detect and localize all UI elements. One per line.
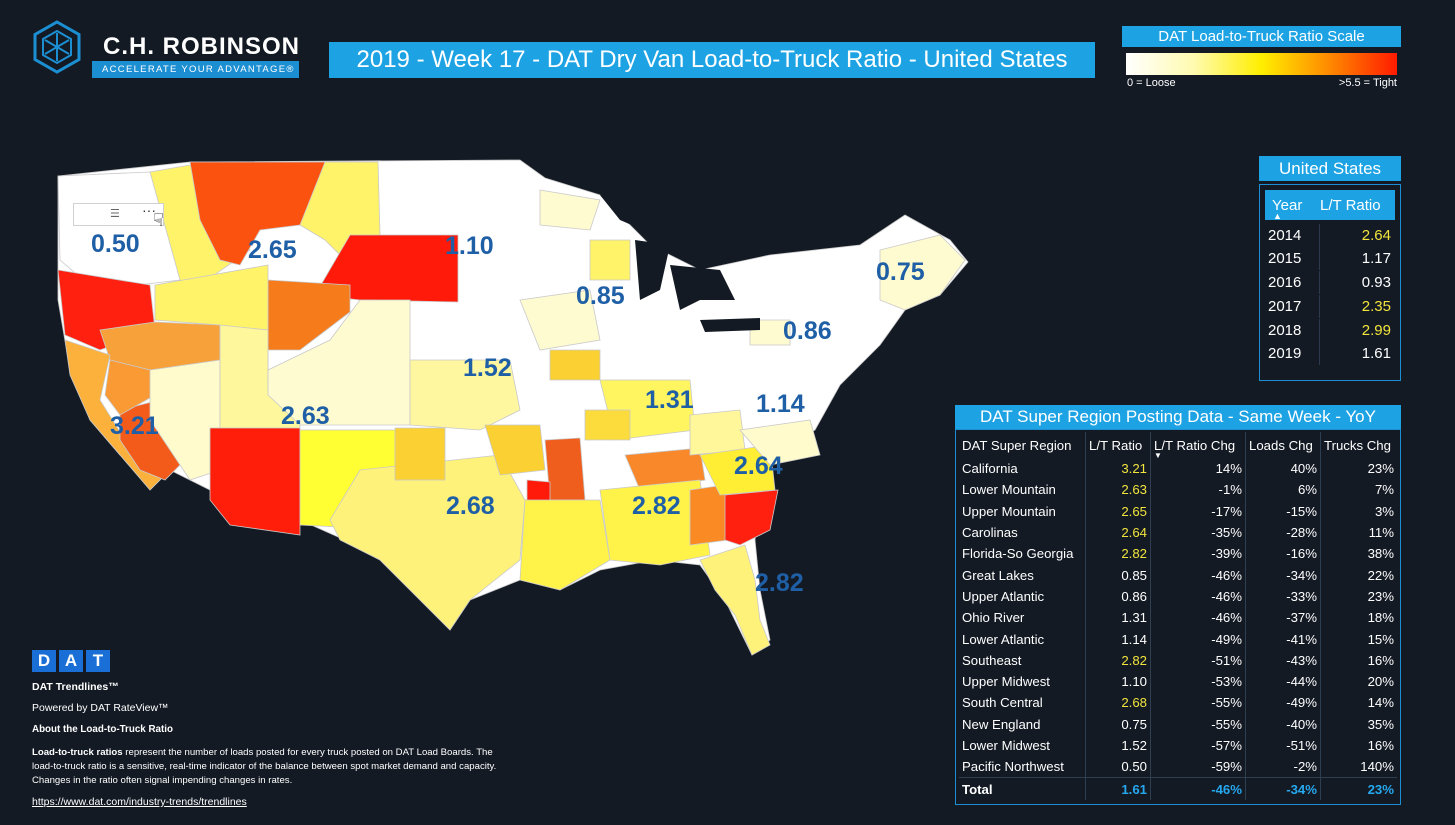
map-label-upper-mountain: 2.65 <box>248 236 297 264</box>
cursor-icon: ☟ <box>153 210 164 230</box>
table-row: Ohio River 1.31 -46% -37% 18% <box>959 607 1397 629</box>
map-label-california: 3.21 <box>110 412 159 440</box>
region-table: DAT Super Region L/T Ratio L/T Ratio Chg… <box>959 432 1397 800</box>
table-row: South Central 2.68 -55% -49% 14% <box>959 692 1397 714</box>
dat-logo: D A T <box>32 650 110 672</box>
trendlines-label: DAT Trendlines™ <box>32 681 119 693</box>
scale-low-label: 0 = Loose <box>1127 77 1176 89</box>
map-label-pacific-northwest: 0.50 <box>91 230 140 258</box>
table-row: 2016 0.93 <box>1265 271 1395 294</box>
region-table-header[interactable]: DAT Super Region L/T Ratio L/T Ratio Chg… <box>959 432 1397 460</box>
map-label-new-england: 0.75 <box>876 258 925 286</box>
map-label-ohio-river: 1.31 <box>645 386 694 414</box>
table-row: Carolinas 2.64 -35% -28% 11% <box>959 521 1397 544</box>
map-label-lower-midwest: 1.52 <box>463 354 512 382</box>
table-row: Florida-So Georgia 2.82 -39% -16% 38% <box>959 543 1397 565</box>
map-label-south-central: 2.68 <box>446 492 495 520</box>
col-trucks-chg[interactable]: Trucks Chg <box>1320 432 1397 458</box>
table-row: Great Lakes 0.85 -46% -34% 22% <box>959 564 1397 586</box>
scale-title: DAT Load-to-Truck Ratio Scale <box>1122 26 1401 47</box>
about-body: represent the number of loads posted for… <box>32 747 497 786</box>
table-row: 2014 2.64 <box>1265 224 1395 247</box>
table-row: California 3.21 14% 40% 23% <box>959 458 1397 480</box>
table-total-row: Total 1.61 -46% -34% 23% <box>959 777 1397 800</box>
sort-asc-icon[interactable]: ▲ <box>1273 211 1282 221</box>
brand-name: C.H. ROBINSON <box>103 33 301 60</box>
map-label-southeast: 2.82 <box>632 492 681 520</box>
table-row: 2017 2.35 <box>1265 295 1395 318</box>
table-row: 2015 1.17 <box>1265 247 1395 270</box>
col-region[interactable]: DAT Super Region <box>962 437 1072 453</box>
table-row: Lower Atlantic 1.14 -49% -41% 15% <box>959 628 1397 650</box>
sort-desc-icon[interactable]: ▼ <box>1154 451 1162 460</box>
table-row: Upper Mountain 2.65 -17% -15% 3% <box>959 500 1397 522</box>
table-row: 2018 2.99 <box>1265 319 1395 342</box>
page-title: 2019 - Week 17 - DAT Dry Van Load-to-Tru… <box>329 42 1095 78</box>
table-row: Lower Midwest 1.52 -57% -51% 16% <box>959 734 1397 757</box>
dat-logo-letter: T <box>86 650 110 672</box>
map-label-upper-atlantic: 0.86 <box>783 317 832 345</box>
region-table-title: DAT Super Region Posting Data - Same Wee… <box>955 405 1401 429</box>
chrobinson-logo-icon <box>33 20 81 74</box>
more-options-icon[interactable]: ··· <box>142 202 156 218</box>
scale-gradient <box>1126 53 1397 75</box>
table-row: New England 0.75 -55% -40% 35% <box>959 713 1397 735</box>
col-year[interactable]: Year <box>1272 197 1303 214</box>
col-lt-ratio[interactable]: L/T Ratio <box>1085 432 1151 458</box>
trendlines-link[interactable]: https://www.dat.com/industry-trends/tren… <box>32 796 247 808</box>
dat-logo-letter: D <box>32 650 56 672</box>
map-label-lower-atlantic: 1.14 <box>756 390 805 418</box>
about-text: Load-to-truck ratios represent the numbe… <box>32 746 502 788</box>
us-table: Year ▲ L/T Ratio 2014 2.64 2015 1.17 2016 0… <box>1259 184 1401 381</box>
drag-handle-icon[interactable]: ☰ <box>110 208 120 220</box>
table-row: Pacific Northwest 0.50 -59% -2% 140% <box>959 756 1397 778</box>
map-label-florida: 2.82 <box>755 569 804 597</box>
table-row: Lower Mountain 2.63 -1% 6% 7% <box>959 479 1397 501</box>
powered-label: Powered by DAT RateView™ <box>32 702 169 714</box>
table-row: Upper Midwest 1.10 -53% -44% 20% <box>959 670 1397 693</box>
us-table-title: United States <box>1259 156 1401 181</box>
visual-header-bar[interactable]: ☰ ··· <box>73 202 164 226</box>
col-lt-ratio-chg[interactable]: L/T Ratio Chg ▼ <box>1150 432 1246 460</box>
about-bold: Load-to-truck ratios <box>32 747 123 758</box>
us-region-map[interactable] <box>48 152 978 662</box>
map-label-carolinas: 2.64 <box>734 452 783 480</box>
map-label-great-lakes: 0.85 <box>576 282 625 310</box>
us-ratio-panel: United States Year ▲ L/T Ratio 2014 2.64 … <box>1259 156 1401 381</box>
dat-logo-letter: A <box>59 650 83 672</box>
col-ratio[interactable]: L/T Ratio <box>1320 197 1381 214</box>
table-row: Southeast 2.82 -51% -43% 16% <box>959 649 1397 671</box>
about-title: About the Load-to-Truck Ratio <box>32 724 173 735</box>
table-row: Upper Atlantic 0.86 -46% -33% 23% <box>959 585 1397 608</box>
scale-high-label: >5.5 = Tight <box>1338 77 1397 89</box>
map-label-lower-mountain: 2.63 <box>281 402 330 430</box>
table-row: 2019 1.61 <box>1265 342 1395 365</box>
map-label-upper-midwest: 1.10 <box>445 232 494 260</box>
brand-tagline: ACCELERATE YOUR ADVANTAGE® <box>92 61 299 78</box>
us-table-header[interactable]: Year ▲ L/T Ratio <box>1265 190 1395 221</box>
col-loads-chg[interactable]: Loads Chg <box>1245 432 1321 458</box>
region-table-frame <box>955 429 1401 805</box>
